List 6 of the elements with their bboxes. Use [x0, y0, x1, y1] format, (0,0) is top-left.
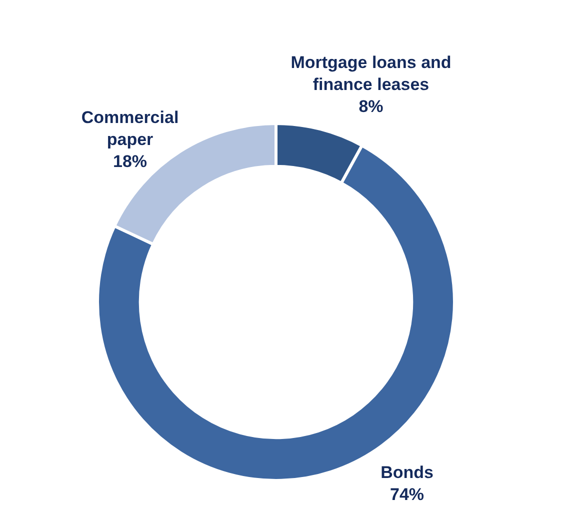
slice-label: Bonds	[380, 463, 434, 482]
data-label: 74%	[390, 485, 424, 504]
slice-label: Commercial paper	[81, 108, 179, 150]
data-label: 8%	[358, 97, 384, 116]
slice-label: Mortgage loans and finance leases	[290, 53, 452, 94]
data-label: 18%	[112, 152, 148, 172]
